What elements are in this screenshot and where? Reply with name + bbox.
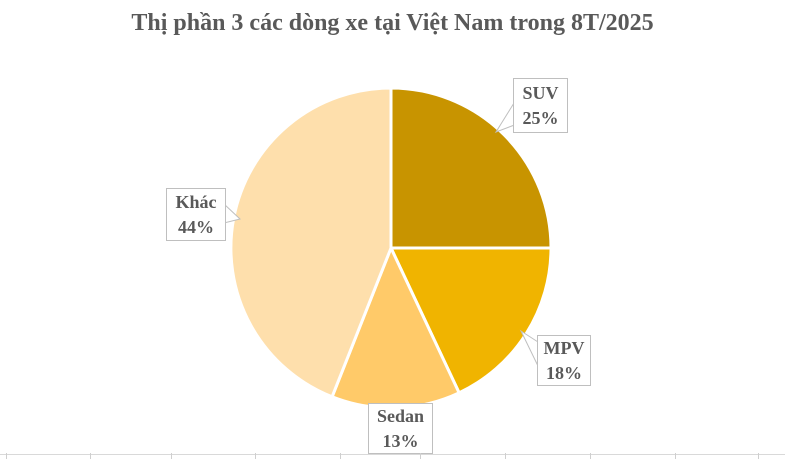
worksheet-gridline (0, 454, 785, 455)
pie-slices (229, 86, 553, 410)
pie-slice-suv (389, 86, 553, 250)
data-label-sedan: Sedan 13% (368, 403, 433, 454)
mpv-callout-pointer (519, 329, 539, 367)
chart-title: Thị phần 3 các dòng xe tại Việt Nam tron… (131, 10, 654, 36)
data-label-khac: Khác 44% (166, 188, 226, 241)
gridline-tick (90, 453, 91, 459)
gridline-tick (590, 453, 591, 459)
data-label-suv: SUV 25% (513, 78, 568, 133)
data-label-khac-pct: 44% (178, 216, 214, 237)
gridline-tick (505, 453, 506, 459)
data-label-suv-name: SUV (522, 82, 559, 103)
data-label-mpv: MPV 18% (537, 335, 591, 386)
data-label-mpv-name: MPV (543, 337, 585, 358)
gridline-tick (675, 453, 676, 459)
data-label-sedan-name: Sedan (376, 405, 425, 426)
gridline-tick (420, 453, 421, 459)
data-label-khac-name: Khác (175, 191, 217, 212)
data-label-sedan-pct: 13% (382, 430, 419, 451)
callout-pointers (223, 101, 539, 367)
data-label-mpv-pct: 18% (546, 362, 582, 383)
gridline-tick (758, 453, 759, 459)
data-label-suv-pct: 25% (522, 107, 559, 128)
gridline-tick (340, 453, 341, 459)
gridline-tick (255, 453, 256, 459)
gridline-tick (6, 453, 7, 459)
gridline-tick (171, 453, 172, 459)
